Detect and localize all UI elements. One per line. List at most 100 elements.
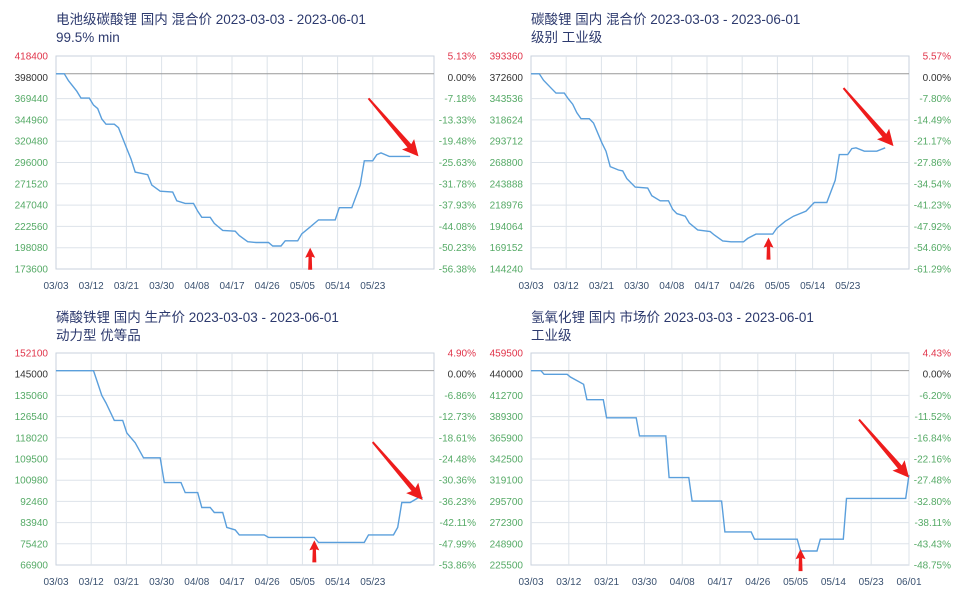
y-left-tick-label: 296000 (15, 158, 49, 169)
x-tick-label: 03/03 (518, 577, 543, 588)
y-right-tick-label: -37.93% (439, 201, 476, 212)
y-left-tick-label: 320480 (15, 137, 49, 148)
y-right-tick-label: -56.38% (439, 265, 476, 276)
x-tick-label: 04/17 (694, 281, 719, 292)
y-left-tick-label: 225500 (490, 561, 524, 572)
arrow-up-marker (309, 540, 320, 563)
y-right-tick-label: -21.17% (914, 137, 951, 148)
y-left-tick-label: 412700 (490, 391, 524, 402)
y-left-tick-label: 118020 (15, 433, 48, 444)
x-tick-label: 03/21 (114, 577, 139, 588)
y-right-tick-label: 5.13% (448, 52, 476, 63)
chart-title: 电池级碳酸锂 国内 混合价 2023-03-03 - 2023-06-01 (56, 12, 366, 27)
y-left-tick-label: 293712 (490, 137, 524, 148)
x-tick-label: 05/23 (835, 281, 860, 292)
chart-title: 磷酸铁锂 国内 生产价 2023-03-03 - 2023-06-01 (56, 310, 339, 325)
y-right-tick-label: -14.49% (914, 115, 951, 126)
y-left-tick-label: 344960 (15, 115, 49, 126)
y-left-tick-label: 218976 (490, 201, 524, 212)
arrow-up-marker (795, 549, 806, 572)
y-left-tick-label: 109500 (15, 455, 49, 466)
y-right-tick-label: -7.18% (444, 94, 476, 105)
arrow-up-marker (763, 237, 774, 260)
x-tick-label: 04/17 (219, 577, 244, 588)
y-right-tick-label: -54.60% (914, 243, 951, 254)
y-left-tick-label: 126540 (15, 412, 49, 423)
y-right-tick-label: -48.75% (914, 561, 951, 572)
y-right-tick-label: -27.86% (914, 158, 951, 169)
x-tick-label: 03/21 (594, 577, 619, 588)
chart-subtitle: 动力型 优等品 (56, 328, 141, 343)
x-tick-label: 04/08 (184, 281, 209, 292)
x-tick-label: 03/30 (149, 281, 174, 292)
y-left-tick-label: 372600 (490, 73, 524, 84)
x-tick-label: 03/30 (149, 577, 174, 588)
y-left-tick-label: 369440 (15, 94, 49, 105)
y-right-tick-label: 4.90% (448, 349, 476, 360)
y-right-tick-label: 0.00% (448, 73, 476, 84)
y-right-tick-label: 0.00% (923, 73, 951, 84)
y-right-tick-label: -31.78% (439, 179, 476, 190)
y-left-tick-label: 271520 (15, 179, 49, 190)
x-tick-label: 05/23 (360, 281, 385, 292)
arrow-diagonal-marker (371, 441, 423, 501)
y-left-tick-label: 145000 (15, 370, 49, 381)
y-left-tick-label: 135060 (15, 391, 49, 402)
y-right-tick-label: 0.00% (448, 370, 476, 381)
y-right-tick-label: -38.11% (914, 518, 951, 529)
x-tick-label: 03/12 (79, 577, 104, 588)
y-right-tick-label: 4.43% (923, 349, 951, 360)
y-left-tick-label: 144240 (490, 265, 524, 276)
x-tick-label: 04/26 (255, 281, 280, 292)
x-tick-label: 03/21 (114, 281, 139, 292)
y-right-tick-label: -19.48% (439, 137, 476, 148)
series-line (531, 370, 910, 552)
arrow-up-marker (305, 247, 316, 270)
x-tick-label: 05/05 (783, 577, 808, 588)
y-left-tick-label: 272300 (490, 518, 524, 529)
x-tick-label: 05/23 (360, 577, 385, 588)
y-right-tick-label: -18.61% (439, 433, 476, 444)
y-left-tick-label: 319100 (490, 476, 524, 487)
y-left-tick-label: 459500 (490, 349, 524, 360)
chart-3: 152100 4.90% 145000 0.00% 135060 -6.86% 126540… (15, 349, 476, 589)
arrow-shape (842, 87, 894, 147)
y-left-tick-label: 440000 (490, 370, 524, 381)
chart-title: 碳酸锂 国内 混合价 2023-03-03 - 2023-06-01 (531, 12, 801, 27)
y-left-tick-label: 92460 (20, 497, 48, 508)
y-left-tick-label: 75420 (20, 539, 48, 550)
arrow-diagonal-marker (842, 87, 894, 147)
y-right-tick-label: -44.08% (439, 222, 476, 233)
x-tick-label: 03/03 (518, 281, 543, 292)
x-tick-label: 03/03 (43, 281, 68, 292)
series-line (531, 73, 886, 243)
y-left-tick-label: 247040 (15, 201, 49, 212)
y-left-tick-label: 389300 (490, 412, 524, 423)
arrow-shape (367, 97, 419, 157)
y-right-tick-label: -36.23% (439, 497, 476, 508)
chart-panel-3: 磷酸铁锂 国内 生产价 2023-03-03 - 2023-06-01 动力型 … (44, 306, 484, 604)
y-left-tick-label: 295700 (490, 497, 524, 508)
arrow-shape (858, 418, 909, 478)
x-tick-label: 05/05 (765, 281, 790, 292)
y-left-tick-label: 198080 (15, 243, 49, 254)
y-left-tick-label: 248900 (490, 539, 524, 550)
chart-1: 418400 5.13% 398000 0.00% 369440 -7.18% 344960… (15, 52, 476, 293)
y-left-tick-label: 222560 (15, 222, 49, 233)
x-tick-label: 04/17 (707, 577, 732, 588)
x-tick-label: 03/12 (79, 281, 104, 292)
x-tick-label: 03/30 (632, 577, 657, 588)
chart-title: 氢氧化锂 国内 市场价 2023-03-03 - 2023-06-01 (531, 310, 814, 325)
y-left-tick-label: 100980 (15, 476, 49, 487)
chart-subtitle: 级别 工业级 (531, 30, 603, 45)
chart-panel-2: 碳酸锂 国内 混合价 2023-03-03 - 2023-06-01 级别 工业… (519, 8, 959, 306)
x-tick-label: 03/12 (556, 577, 581, 588)
x-tick-label: 04/08 (184, 577, 209, 588)
y-left-tick-label: 169152 (490, 243, 524, 254)
x-tick-label: 05/14 (325, 281, 350, 292)
y-right-tick-label: -47.92% (914, 222, 951, 233)
x-tick-label: 06/01 (896, 577, 921, 588)
chart-subtitle: 99.5% min (56, 30, 120, 45)
y-left-tick-label: 83940 (20, 518, 48, 529)
